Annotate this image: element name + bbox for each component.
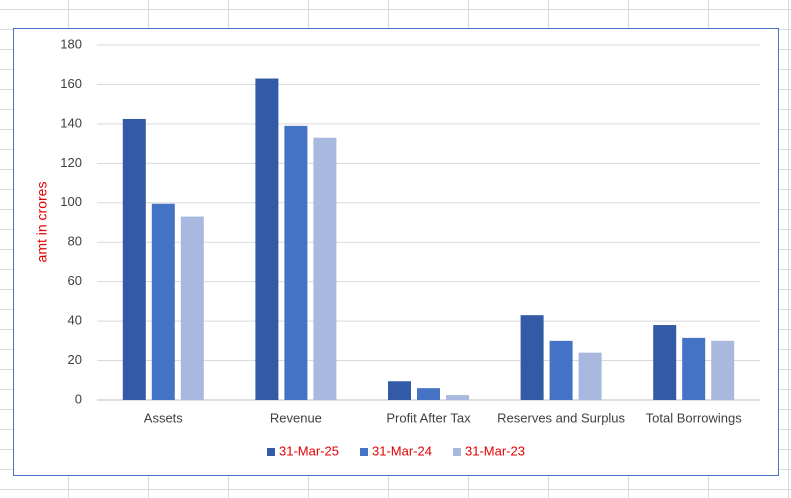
y-tick-label: 180 — [60, 36, 82, 51]
legend-swatch — [453, 448, 461, 456]
y-tick-label: 140 — [60, 115, 82, 130]
bar — [151, 203, 175, 400]
chart: 0 20 40 60 80 100 120 140 160 180 amt in crores Ass… — [13, 28, 779, 476]
bar — [180, 216, 204, 400]
bar — [682, 337, 706, 400]
legend-label: 31-Mar-25 — [279, 443, 339, 458]
y-tick-label: 0 — [75, 391, 82, 406]
bar — [388, 381, 411, 400]
bar — [549, 340, 573, 400]
y-tick-label: 100 — [60, 194, 82, 209]
legend-label: 31-Mar-24 — [372, 443, 432, 458]
legend-label: 31-Mar-23 — [465, 443, 525, 458]
bar — [255, 78, 279, 401]
x-tick-label: Assets — [144, 410, 184, 425]
bar — [284, 125, 308, 400]
legend-swatch — [267, 448, 275, 456]
y-tick-label: 60 — [68, 273, 82, 288]
bar — [711, 340, 735, 400]
bar — [446, 395, 469, 400]
bar — [313, 137, 337, 400]
y-tick-label: 160 — [60, 76, 82, 91]
legend-swatch — [360, 448, 368, 456]
bar — [520, 315, 544, 400]
y-tick-label: 40 — [68, 313, 82, 328]
x-tick-label: Reserves and Surplus — [497, 410, 625, 425]
x-tick-label: Revenue — [270, 410, 322, 425]
bar — [122, 118, 146, 400]
x-tick-label: Profit After Tax — [386, 410, 471, 425]
y-axis-label: amt in crores — [34, 182, 50, 263]
y-tick-label: 20 — [68, 352, 82, 367]
bar — [653, 325, 677, 400]
bar — [578, 352, 602, 400]
bar — [417, 388, 440, 400]
y-tick-label: 120 — [60, 155, 82, 170]
x-tick-label: Total Borrowings — [646, 410, 743, 425]
y-tick-label: 80 — [68, 234, 82, 249]
